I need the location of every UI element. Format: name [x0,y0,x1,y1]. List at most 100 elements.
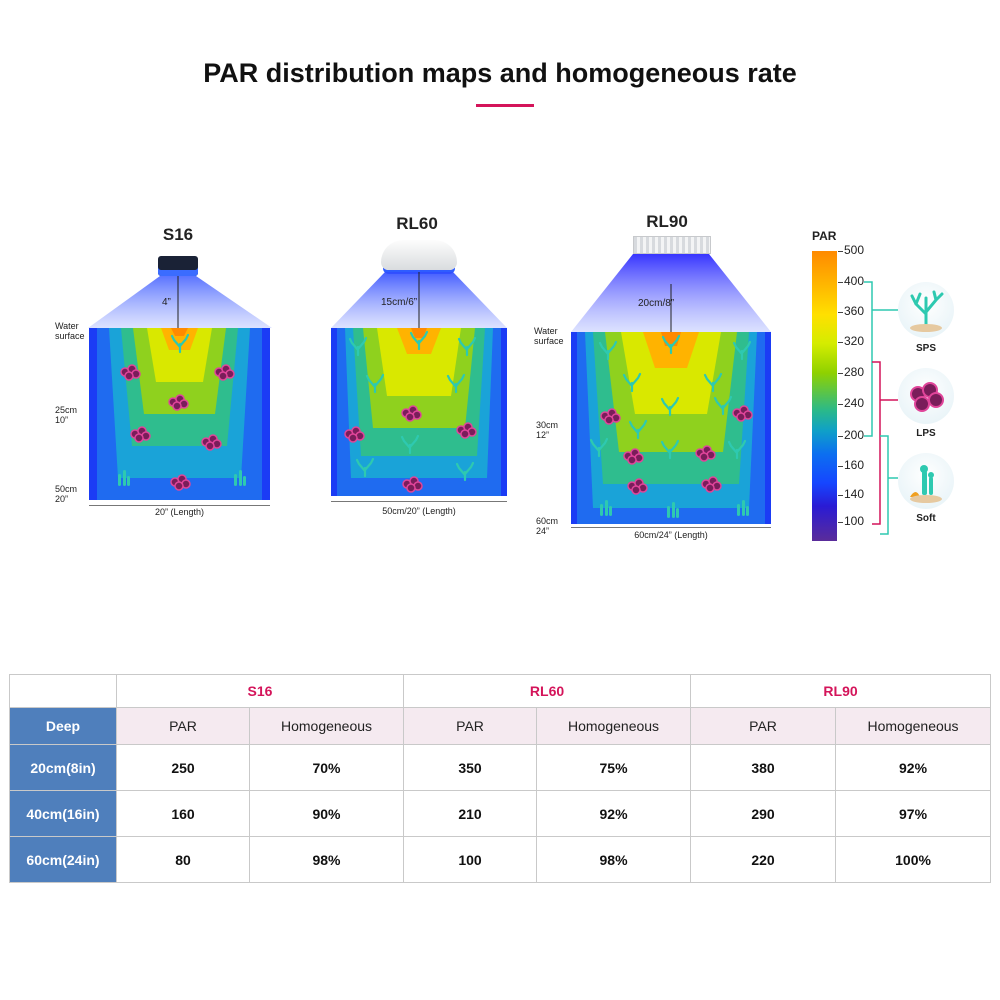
map-title-rl90: RL90 [646,212,688,231]
lps-coral-icon [898,368,954,424]
sps-coral-marker [661,334,681,355]
lps-coral-marker [701,476,722,493]
s16-fixture-icon [158,256,198,276]
table-cell: 210 [403,790,538,837]
legend-tick-label: 500 [844,243,865,257]
table-cell: 220 [690,836,837,883]
lps-coral-marker [627,478,648,495]
legend-tick-label: 280 [844,365,865,379]
legend-label-lps: LPS [916,428,936,439]
legend-tick-label: 320 [844,334,865,348]
lps-coral-marker [456,422,477,439]
sps-coral-marker [703,372,723,393]
sps-coral-marker [713,395,733,416]
table-subheader-row: Deep PAR Homogeneous PAR Homogeneous PAR… [9,707,992,745]
table-cell: 70% [248,744,405,791]
lps-coral-marker [170,474,191,491]
rl90-light-beam [571,254,771,332]
sps-coral-marker [598,340,618,361]
table-col-par: PAR [116,707,250,745]
table-cell: 290 [690,790,837,837]
rl60-mount-height: 15cm/6” [381,297,418,308]
title-underline [476,104,534,107]
sps-coral-marker [732,340,752,361]
rl90-mid-depth-label: 30cm 12” [536,420,559,440]
legend-tick-mark [838,342,843,343]
legend-tick-mark [838,466,843,467]
lps-coral-marker [130,426,151,443]
lps-coral-marker [168,394,189,411]
lps-coral-marker [600,408,621,425]
table-cell: 97% [835,790,992,837]
table-deep-cell: 40cm(16in) [9,790,117,837]
legend-tick-mark [838,404,843,405]
s16-mid-depth-label: 25cm 10” [55,405,78,425]
soft-coral-marker [234,470,246,486]
lps-coral-marker [623,448,644,465]
rl90-length-axis [571,527,771,528]
table-deep-cell: 20cm(8in) [9,744,117,791]
soft-coral-marker [737,500,749,516]
legend-tick-mark [838,282,843,283]
map-title-rl60: RL60 [396,214,438,233]
table-model-row: S16 RL60 RL90 [9,674,992,708]
legend-title: PAR [812,229,837,243]
legend-tick-label: 400 [844,274,865,288]
lps-coral-marker [402,476,423,493]
sps-coral-marker [727,439,747,460]
legend-tick-label: 100 [844,514,865,528]
sps-coral-marker [628,419,648,440]
rl90-fixture-icon [633,236,711,254]
lps-coral-marker [344,426,365,443]
table-deep-cell: 60cm(24in) [9,836,117,883]
sps-coral-marker [365,373,385,394]
legend-brackets [864,281,898,535]
table-col-par: PAR [403,707,538,745]
rl60-length-axis [331,501,507,502]
table-cell: 90% [248,790,405,837]
legend-tick-label: 240 [844,396,865,410]
sps-coral-marker [348,336,368,357]
table-col-homogeneous: Homogeneous [248,707,405,745]
s16-length-label: 20” (Length) [154,507,205,517]
sps-coral-marker [446,373,466,394]
coral-markers [118,330,753,518]
rl60-light-beam [331,272,507,328]
sps-coral-marker [622,372,642,393]
table-cell: 160 [116,790,250,837]
table-model-s16: S16 [115,674,405,708]
rl90-par-map [571,332,771,524]
legend-tick-label: 200 [844,428,865,442]
table-deep-header: Deep [9,707,117,745]
soft-coral-icon [898,453,954,509]
table-cell: 75% [536,744,692,791]
sps-coral-icon [898,282,954,338]
map-title-s16: S16 [162,225,194,244]
legend-label-soft: Soft [916,513,936,524]
legend-tick-label: 160 [844,458,865,472]
rl90-mount-height: 20cm/8” [638,298,675,309]
table-col-par: PAR [690,707,837,745]
s16-length-axis [89,505,270,506]
legend-tick-mark [838,251,843,252]
sps-coral-marker [400,434,420,455]
soft-coral-marker [600,500,612,516]
lps-coral-marker [695,445,716,462]
table-row: 60cm(24in) 80 98% 100 98% 220 100% [9,836,992,883]
table-corner-cell [9,674,117,708]
soft-coral-marker [667,502,679,518]
legend-tick-mark [838,312,843,313]
lps-coral-marker [201,434,222,451]
table-cell: 250 [116,744,250,791]
legend-tick-label: 140 [844,487,865,501]
sps-coral-marker [355,457,375,478]
table-cell: 98% [248,836,405,883]
legend-tick-label: 360 [844,304,865,318]
sps-coral-marker [589,437,609,458]
legend-tick-mark [838,522,843,523]
table-cell: 380 [690,744,837,791]
table-col-homogeneous: Homogeneous [835,707,992,745]
table-row: 40cm(16in) 160 90% 210 92% 290 97% [9,790,992,837]
table-cell: 92% [835,744,992,791]
table-model-rl60: RL60 [403,674,692,708]
